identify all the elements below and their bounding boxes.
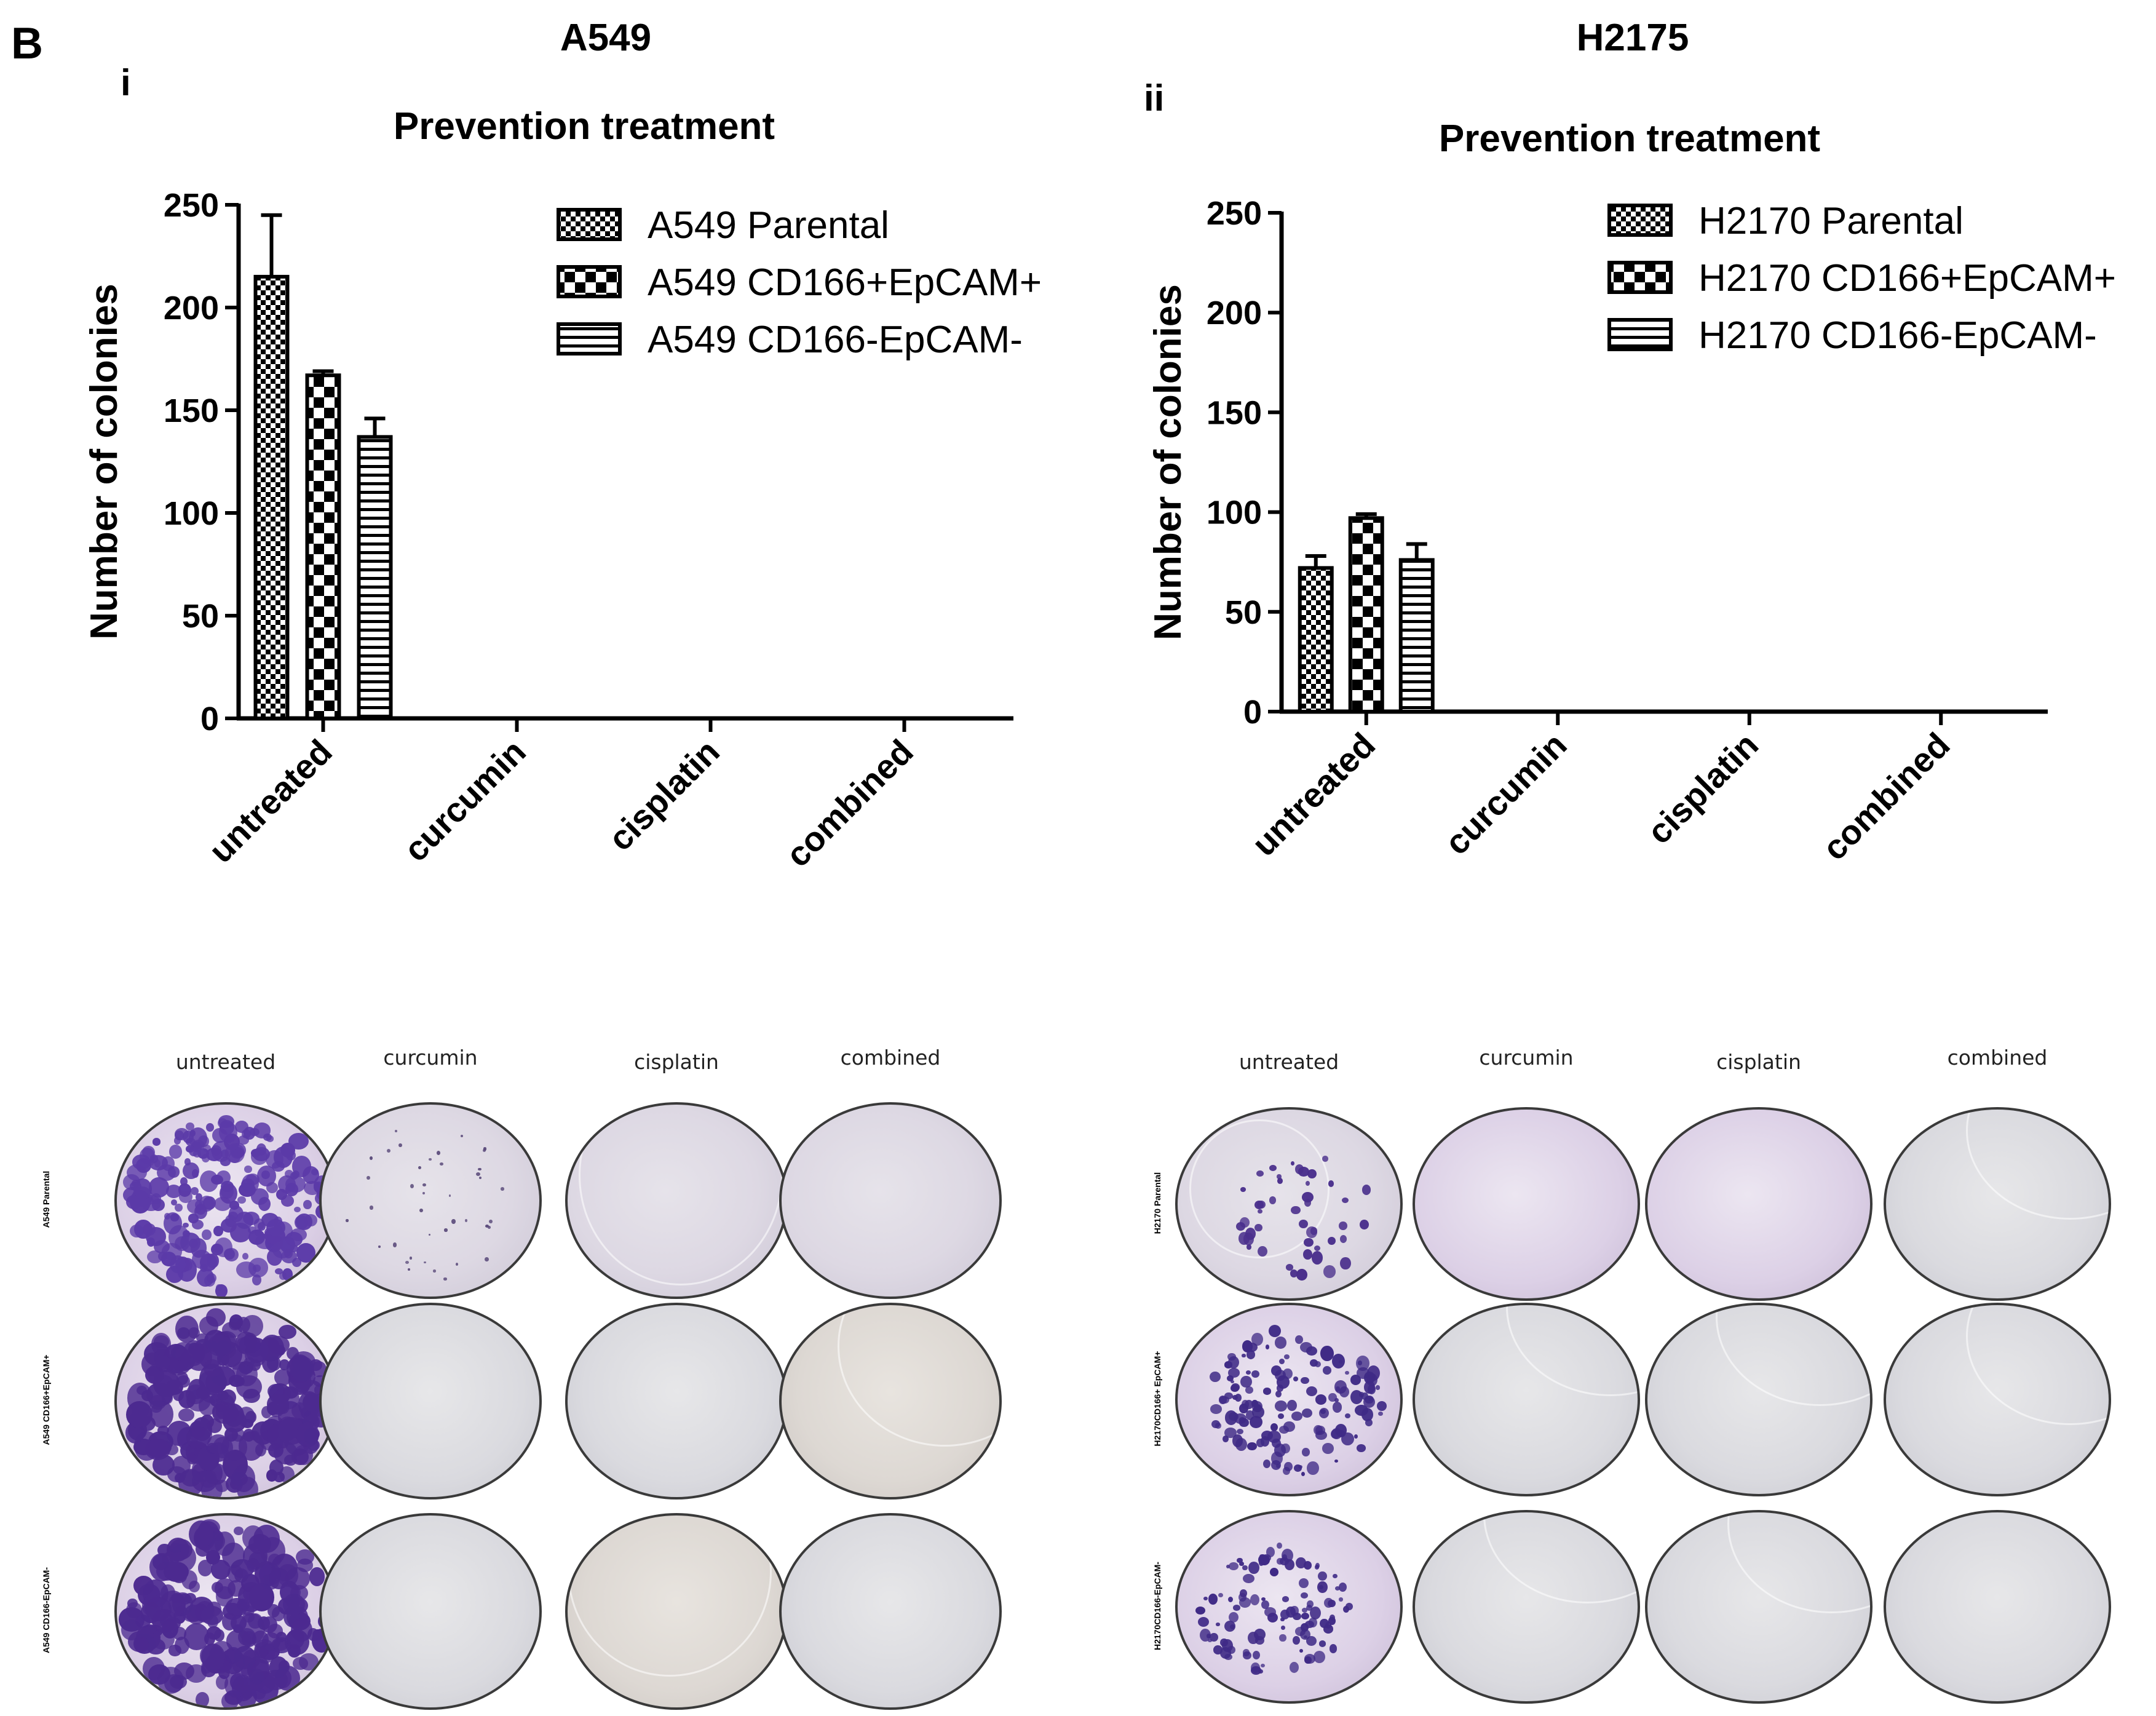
legend-swatch bbox=[1607, 261, 1673, 294]
petri-dish-photo bbox=[779, 1102, 1002, 1299]
legend-label: H2170 Parental bbox=[1698, 200, 1964, 242]
petri-dish-photo bbox=[1645, 1510, 1873, 1704]
panel-letter: B bbox=[11, 19, 43, 68]
left-sub-label: i bbox=[121, 62, 131, 103]
petri-dish-photo bbox=[1645, 1303, 1873, 1496]
legend-label: A549 Parental bbox=[648, 204, 889, 247]
petri-dish-photo bbox=[1884, 1510, 2111, 1704]
bar bbox=[305, 373, 341, 720]
right-bar-chart: 0 50 100 150 200 250 Number of colonies untreat… bbox=[1147, 195, 2116, 868]
legend-label: H2170 CD166-EpCAM- bbox=[1698, 314, 2097, 357]
legend-swatch bbox=[557, 265, 622, 298]
y-tick-label: 250 bbox=[1207, 195, 1262, 232]
petri-dish-photo bbox=[114, 1102, 337, 1299]
right-chart-title: Prevention treatment bbox=[1438, 117, 1821, 160]
y-tick-label: 200 bbox=[1207, 295, 1262, 332]
petri-dish-photo bbox=[1175, 1107, 1403, 1301]
petri-dish-photo bbox=[779, 1303, 1002, 1500]
photo-column-label: cisplatin bbox=[1716, 1050, 1801, 1074]
right-sub-label: ii bbox=[1144, 77, 1165, 119]
bar bbox=[1398, 558, 1435, 713]
y-tick-label: 0 bbox=[200, 701, 219, 737]
y-tick-label: 0 bbox=[1243, 694, 1262, 731]
x-tick-label: curcumin bbox=[1437, 725, 1574, 862]
y-tick-label: 50 bbox=[182, 598, 219, 635]
photo-row-label: A549 CD166-EpCAM- bbox=[41, 1567, 51, 1654]
photo-row-label: A549 Parental bbox=[41, 1170, 51, 1228]
y-tick-label: 250 bbox=[164, 187, 219, 224]
y-tick-label: 50 bbox=[1225, 594, 1262, 631]
petri-dish-photo bbox=[1413, 1303, 1640, 1496]
petri-dish-photo bbox=[114, 1513, 337, 1710]
petri-dish-photo bbox=[1175, 1510, 1403, 1704]
x-tick-label: untreated bbox=[201, 732, 339, 870]
y-axis-label: Number of colonies bbox=[1147, 284, 1189, 640]
petri-dish-photo bbox=[779, 1513, 1002, 1710]
petri-dish-photo bbox=[1413, 1107, 1640, 1301]
y-tick-label: 200 bbox=[164, 290, 219, 327]
petri-dish-photo bbox=[319, 1513, 542, 1710]
photo-column-label: cisplatin bbox=[634, 1050, 719, 1074]
legend-swatch bbox=[1607, 204, 1673, 237]
y-tick-label: 100 bbox=[164, 495, 219, 532]
photo-column-label: combined bbox=[1947, 1046, 2048, 1070]
bar bbox=[1348, 516, 1384, 713]
left-bar-chart: 0 50 100 150 200 250 Number of colonies untreat… bbox=[83, 187, 1042, 875]
photo-row-label: A549 CD166+EpCAM+ bbox=[41, 1354, 51, 1445]
x-tick-label: untreated bbox=[1244, 725, 1382, 864]
petri-dish-photo bbox=[565, 1303, 788, 1500]
y-tick-label: 150 bbox=[1207, 394, 1262, 431]
petri-dish-photo bbox=[1413, 1510, 1640, 1704]
photo-column-label: curcumin bbox=[1479, 1046, 1574, 1070]
photo-column-label: untreated bbox=[175, 1050, 276, 1074]
bar bbox=[253, 274, 290, 720]
petri-dish-photo bbox=[565, 1102, 788, 1299]
petri-dish-photo bbox=[1175, 1303, 1403, 1496]
photo-row-label: H2170 Parental bbox=[1152, 1172, 1162, 1234]
petri-dish-photo bbox=[565, 1513, 788, 1710]
photo-row-label: H2170CD166-EpCAM- bbox=[1152, 1561, 1162, 1650]
petri-dish-photo bbox=[319, 1102, 542, 1299]
x-tick-label: cisplatin bbox=[1639, 725, 1766, 851]
y-axis-label: Number of colonies bbox=[83, 284, 125, 640]
x-tick-label: combined bbox=[1815, 725, 1957, 868]
petri-dish-photo bbox=[1884, 1107, 2111, 1301]
bar bbox=[357, 435, 393, 720]
petri-dish-photo bbox=[114, 1303, 337, 1500]
bar bbox=[1298, 566, 1334, 713]
legend-swatch bbox=[1607, 318, 1673, 351]
y-tick-label: 150 bbox=[164, 392, 219, 429]
x-tick-label: cisplatin bbox=[601, 732, 727, 858]
legend-label: A549 CD166-EpCAM- bbox=[648, 319, 1023, 361]
legend-label: A549 CD166+EpCAM+ bbox=[648, 261, 1042, 304]
right-cell-line-title: H2175 bbox=[1576, 17, 1689, 59]
petri-dish-photo bbox=[1884, 1303, 2111, 1496]
x-tick-label: combined bbox=[778, 732, 921, 875]
petri-dish-photo bbox=[1645, 1107, 1873, 1301]
petri-dish-photo bbox=[319, 1303, 542, 1500]
legend-swatch bbox=[557, 322, 622, 356]
photo-column-label: untreated bbox=[1239, 1050, 1339, 1074]
photo-row-label: H2170CD166+ EpCAM+ bbox=[1152, 1351, 1162, 1446]
photo-column-label: combined bbox=[840, 1046, 941, 1070]
photo-column-label: curcumin bbox=[383, 1046, 478, 1070]
legend-label: H2170 CD166+EpCAM+ bbox=[1698, 257, 2116, 300]
y-tick-label: 100 bbox=[1207, 495, 1262, 531]
legend-swatch bbox=[557, 208, 622, 241]
x-tick-label: curcumin bbox=[396, 732, 533, 869]
left-cell-line-title: A549 bbox=[560, 17, 652, 59]
left-chart-title: Prevention treatment bbox=[393, 105, 775, 148]
